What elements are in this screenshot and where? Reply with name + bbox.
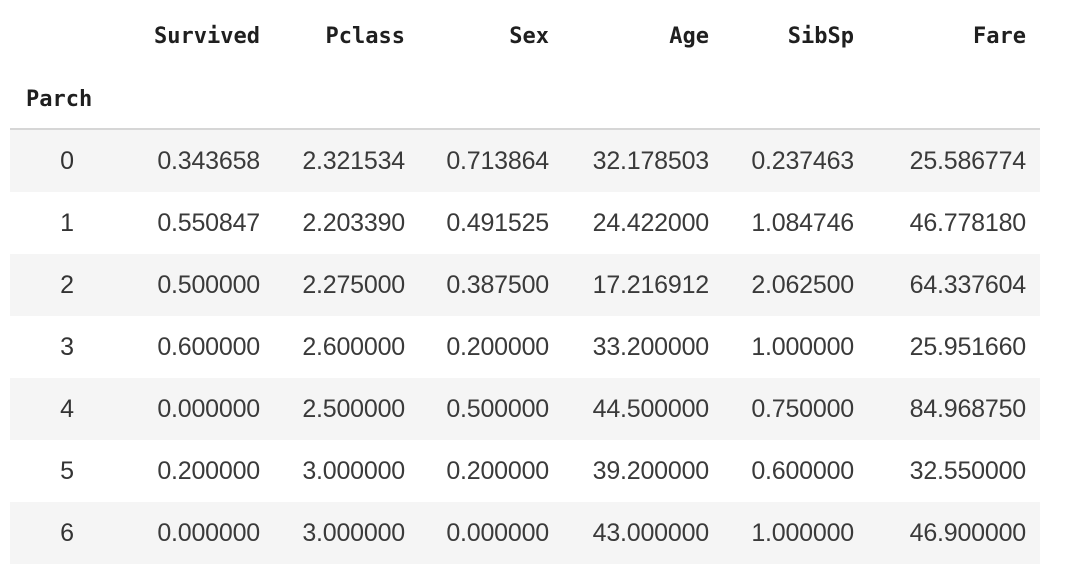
cell-sex: 0.200000 bbox=[419, 440, 563, 502]
cell-pclass: 3.000000 bbox=[274, 502, 419, 564]
cell-fare: 25.586774 bbox=[868, 129, 1040, 192]
column-header-survived: Survived bbox=[154, 23, 260, 49]
row-index: 6 bbox=[10, 502, 124, 564]
cell-pclass: 2.600000 bbox=[274, 316, 419, 378]
cell-fare: 84.968750 bbox=[868, 378, 1040, 440]
table-row: 6 0.000000 3.000000 0.000000 43.000000 1… bbox=[10, 502, 1040, 564]
cell-age: 24.422000 bbox=[563, 192, 723, 254]
cell-pclass: 2.321534 bbox=[274, 129, 419, 192]
column-header-fare: Fare bbox=[973, 23, 1026, 49]
cell-sibsp: 1.084746 bbox=[723, 192, 868, 254]
index-row-blank bbox=[124, 70, 274, 130]
index-row-blank bbox=[563, 70, 723, 130]
cell-sibsp: 1.000000 bbox=[723, 316, 868, 378]
table-header: Survived Pclass Sex Age SibSp Fare Parch bbox=[10, 0, 1040, 130]
cell-fare: 46.778180 bbox=[868, 192, 1040, 254]
cell-age: 32.178503 bbox=[563, 129, 723, 192]
header-blank-cell bbox=[10, 0, 124, 70]
row-index: 1 bbox=[10, 192, 124, 254]
row-index: 5 bbox=[10, 440, 124, 502]
row-index: 4 bbox=[10, 378, 124, 440]
cell-pclass: 3.000000 bbox=[274, 440, 419, 502]
cell-sibsp: 1.000000 bbox=[723, 502, 868, 564]
index-row-blank bbox=[868, 70, 1040, 130]
cell-age: 44.500000 bbox=[563, 378, 723, 440]
table-row: 0 0.343658 2.321534 0.713864 32.178503 0… bbox=[10, 129, 1040, 192]
cell-sibsp: 0.750000 bbox=[723, 378, 868, 440]
cell-age: 39.200000 bbox=[563, 440, 723, 502]
table-row: 3 0.600000 2.600000 0.200000 33.200000 1… bbox=[10, 316, 1040, 378]
column-header-row: Survived Pclass Sex Age SibSp Fare bbox=[10, 0, 1040, 70]
cell-sex: 0.713864 bbox=[419, 129, 563, 192]
table-row: 1 0.550847 2.203390 0.491525 24.422000 1… bbox=[10, 192, 1040, 254]
index-name-label: Parch bbox=[10, 70, 124, 130]
cell-survived: 0.000000 bbox=[124, 378, 274, 440]
column-header-pclass: Pclass bbox=[325, 23, 405, 49]
dataframe-table: Survived Pclass Sex Age SibSp Fare Parch… bbox=[10, 0, 1040, 564]
cell-sibsp: 0.600000 bbox=[723, 440, 868, 502]
cell-survived: 0.343658 bbox=[124, 129, 274, 192]
table-row: 4 0.000000 2.500000 0.500000 44.500000 0… bbox=[10, 378, 1040, 440]
row-index: 0 bbox=[10, 129, 124, 192]
cell-sibsp: 0.237463 bbox=[723, 129, 868, 192]
cell-age: 17.216912 bbox=[563, 254, 723, 316]
table-body: 0 0.343658 2.321534 0.713864 32.178503 0… bbox=[10, 129, 1040, 564]
cell-sex: 0.491525 bbox=[419, 192, 563, 254]
cell-fare: 32.550000 bbox=[868, 440, 1040, 502]
column-header-sex: Sex bbox=[509, 23, 549, 49]
index-row-blank bbox=[723, 70, 868, 130]
cell-fare: 25.951660 bbox=[868, 316, 1040, 378]
row-index: 2 bbox=[10, 254, 124, 316]
cell-survived: 0.000000 bbox=[124, 502, 274, 564]
cell-sex: 0.200000 bbox=[419, 316, 563, 378]
cell-age: 33.200000 bbox=[563, 316, 723, 378]
cell-sex: 0.000000 bbox=[419, 502, 563, 564]
cell-pclass: 2.275000 bbox=[274, 254, 419, 316]
index-row-blank bbox=[274, 70, 419, 130]
table-row: 5 0.200000 3.000000 0.200000 39.200000 0… bbox=[10, 440, 1040, 502]
row-index: 3 bbox=[10, 316, 124, 378]
cell-age: 43.000000 bbox=[563, 502, 723, 564]
cell-survived: 0.600000 bbox=[124, 316, 274, 378]
cell-sex: 0.500000 bbox=[419, 378, 563, 440]
cell-survived: 0.550847 bbox=[124, 192, 274, 254]
cell-fare: 46.900000 bbox=[868, 502, 1040, 564]
cell-sibsp: 2.062500 bbox=[723, 254, 868, 316]
column-header-sibsp: SibSp bbox=[787, 23, 854, 49]
table-row: 2 0.500000 2.275000 0.387500 17.216912 2… bbox=[10, 254, 1040, 316]
column-header-age: Age bbox=[669, 23, 709, 49]
cell-survived: 0.500000 bbox=[124, 254, 274, 316]
cell-pclass: 2.203390 bbox=[274, 192, 419, 254]
cell-sex: 0.387500 bbox=[419, 254, 563, 316]
cell-pclass: 2.500000 bbox=[274, 378, 419, 440]
cell-fare: 64.337604 bbox=[868, 254, 1040, 316]
cell-survived: 0.200000 bbox=[124, 440, 274, 502]
index-name-row: Parch bbox=[10, 70, 1040, 130]
index-row-blank bbox=[419, 70, 563, 130]
